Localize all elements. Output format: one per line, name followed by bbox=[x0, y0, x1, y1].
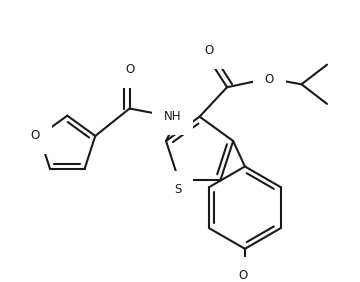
Text: S: S bbox=[174, 183, 181, 196]
Text: O: O bbox=[265, 73, 274, 86]
Text: O: O bbox=[31, 129, 40, 142]
Text: O: O bbox=[238, 269, 248, 282]
Text: NH: NH bbox=[164, 110, 181, 123]
Text: O: O bbox=[205, 45, 214, 58]
Text: O: O bbox=[125, 63, 134, 76]
